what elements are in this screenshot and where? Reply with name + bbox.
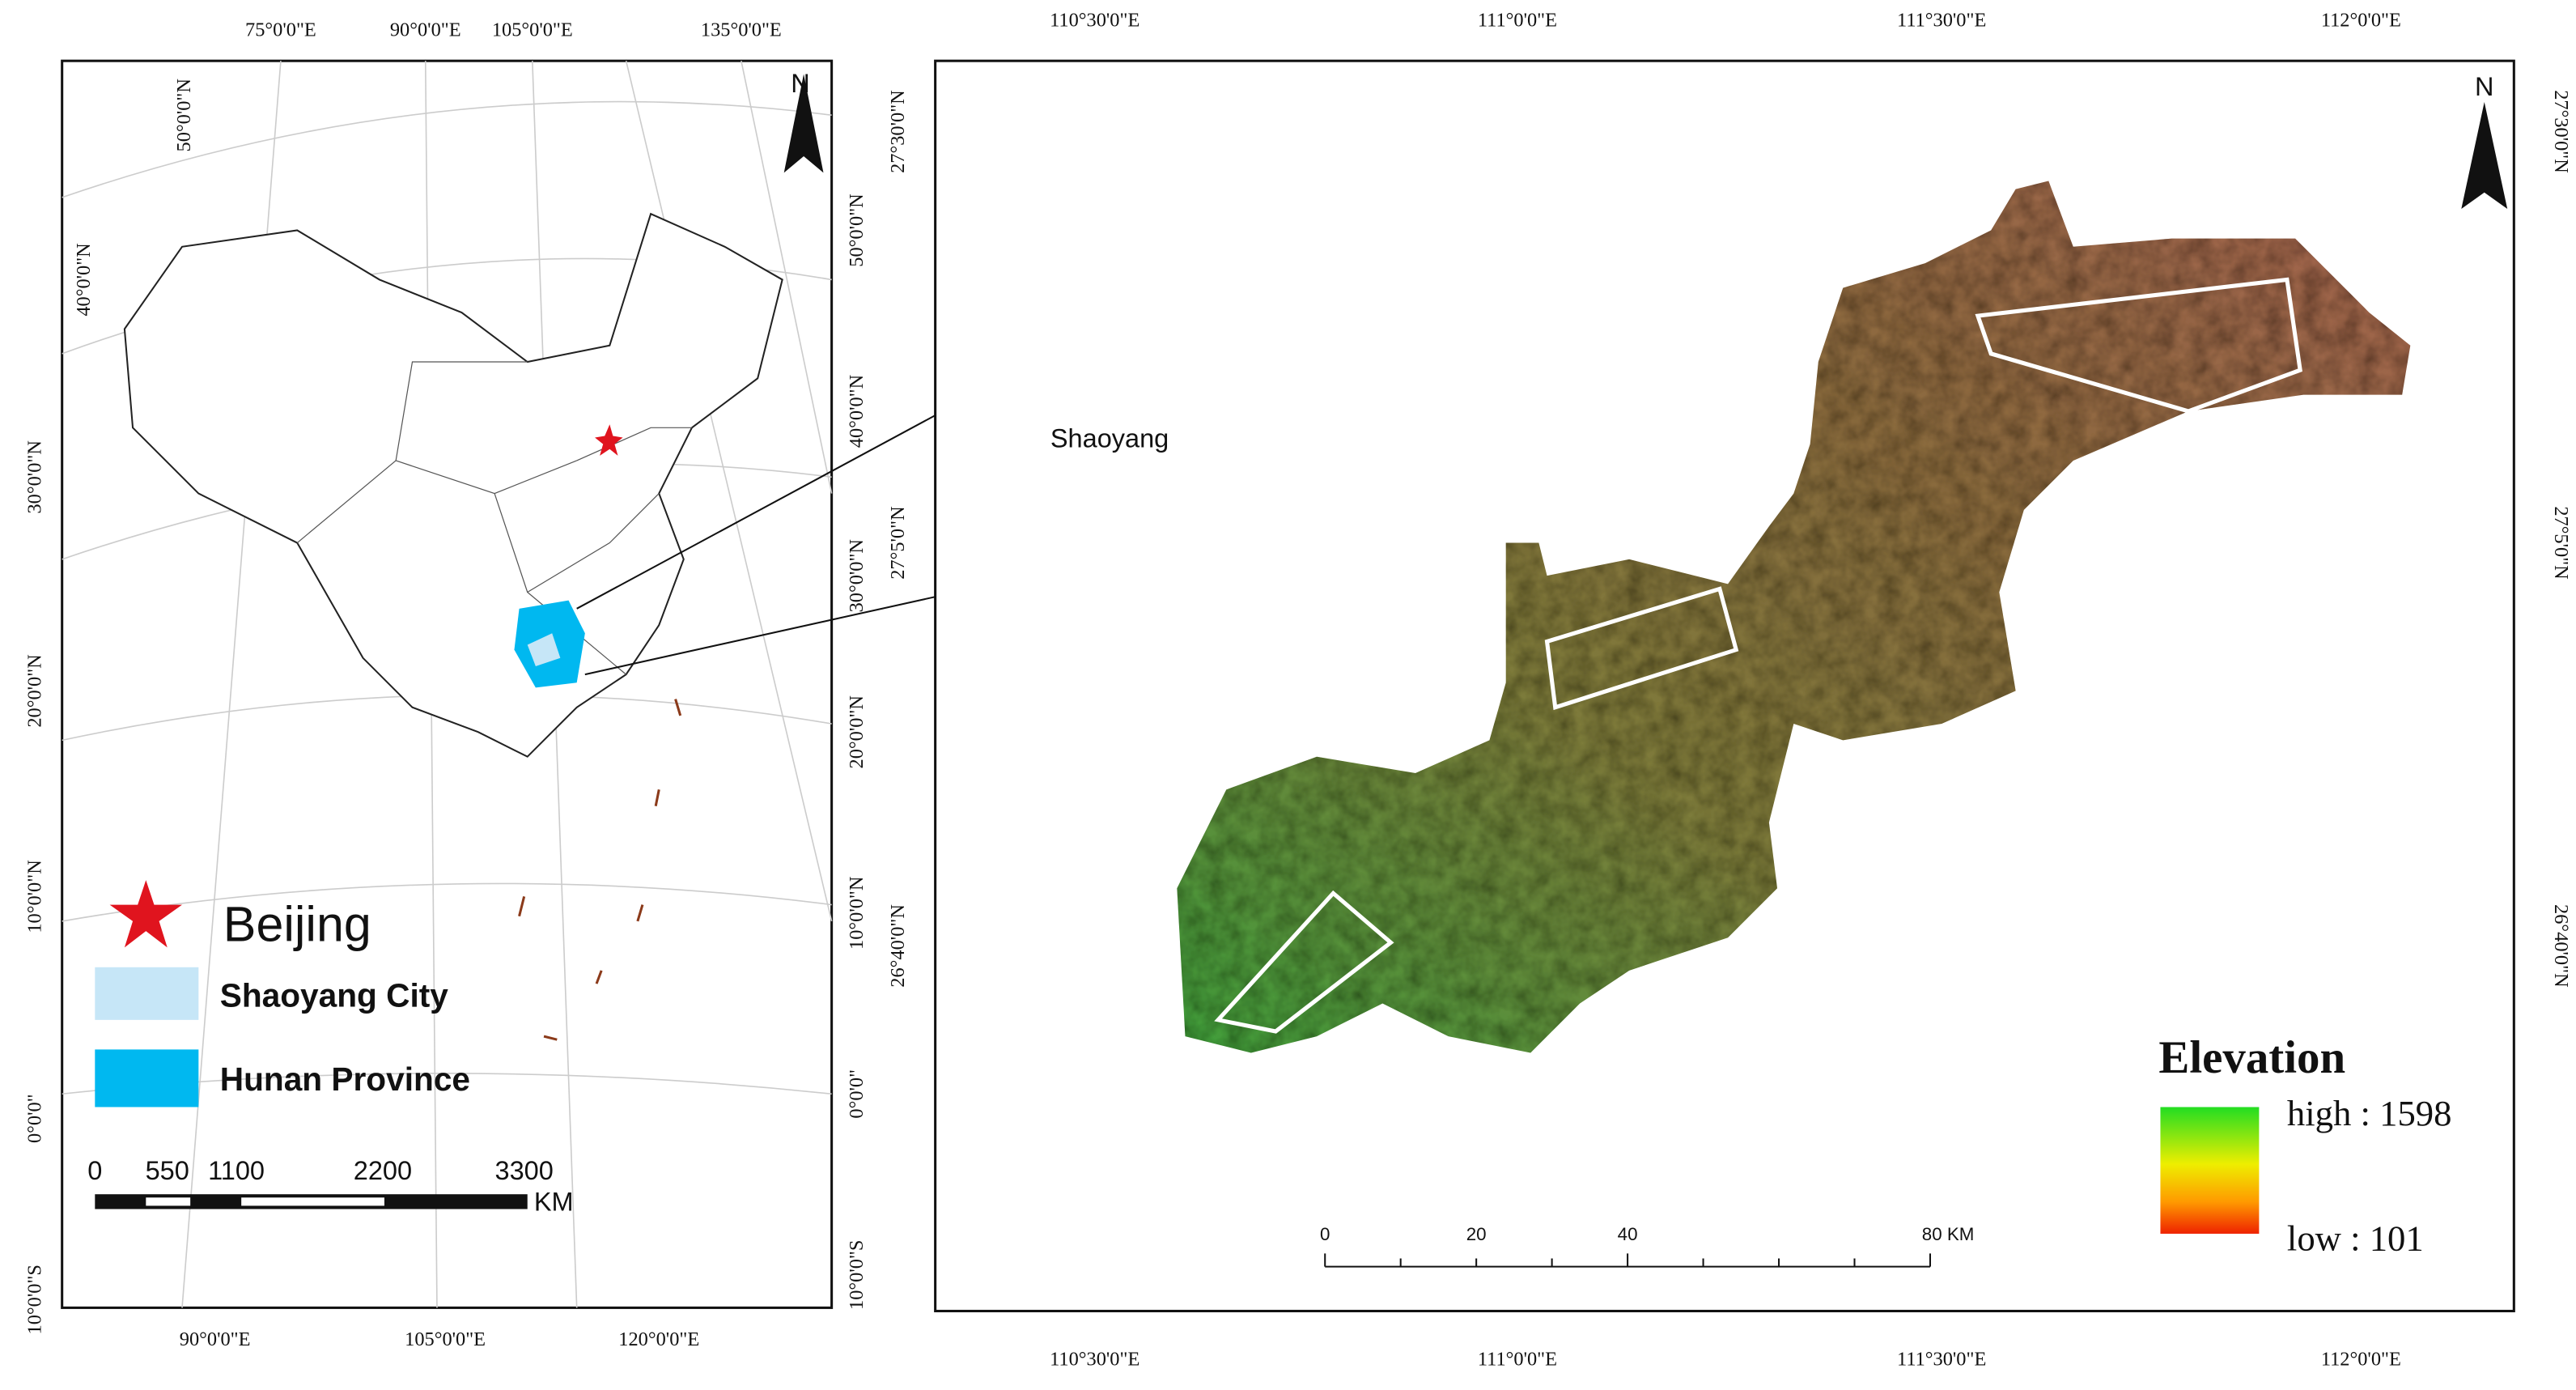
legend-swatch [95, 967, 199, 1020]
latitude-label: 26°40'0"N [2550, 904, 2572, 988]
longitude-label: 105°0'0"E [492, 19, 573, 41]
latitude-label: 27°5'0"N [2550, 506, 2572, 580]
scale-label: 550 [146, 1156, 189, 1185]
legend-label: Hunan Province [220, 1061, 470, 1098]
latitude-label: 30°0'0"N [23, 440, 45, 514]
latitude-label: 0°0'0" [846, 1069, 868, 1119]
scale-label: 3300 [495, 1156, 554, 1185]
islands [518, 699, 682, 1041]
latitude-label: 10°0'0"S [23, 1265, 45, 1334]
longitude-label: 90°0'0"E [390, 19, 461, 41]
longitude-label: 110°30'0"E [1050, 10, 1139, 32]
beijing-star [595, 424, 623, 456]
longitude-label: 111°30'0"E [1897, 1349, 1986, 1371]
longitude-label: 111°0'0"E [1478, 1349, 1557, 1371]
latitude-label: 30°0'0"N [846, 539, 868, 613]
scale-bar [1324, 1253, 1931, 1268]
north-arrow [2461, 101, 2508, 210]
longitude-label: 90°0'0"E [180, 1328, 251, 1350]
elevation-ramp [2160, 1107, 2260, 1234]
latitude-label: 40°0'0"N [846, 374, 868, 448]
longitude-label: 105°0'0"E [405, 1328, 486, 1350]
scale-label: 1100 [208, 1156, 265, 1185]
longitude-label: 111°0'0"E [1478, 10, 1557, 32]
latitude-label: 10°0'0"S [846, 1240, 868, 1310]
latitude-label: 20°0'0"N [846, 695, 868, 769]
legend-star [109, 880, 183, 948]
latitude-label: 27°5'0"N [887, 506, 909, 580]
province-borders [296, 361, 692, 675]
legend-swatch [95, 1049, 199, 1107]
scale-label: 0 [1320, 1224, 1330, 1244]
latitude-label: 10°0'0"N [846, 876, 868, 950]
inset-label: Shaoyang [1050, 424, 1169, 453]
legend-high: high : 1598 [2287, 1093, 2452, 1133]
scale-label: 80 KM [1922, 1224, 1975, 1244]
longitude-label: 112°0'0"E [2321, 10, 2401, 32]
north-label: N [791, 69, 809, 98]
longitude-label: 112°0'0"E [2321, 1349, 2401, 1371]
latitude-label: 27°30'0"N [2550, 90, 2572, 173]
latitude-label: 20°0'0"N [23, 654, 45, 728]
scale-label: 0 [87, 1156, 102, 1185]
scale-unit: KM [534, 1188, 574, 1217]
latitude-label: 10°0'0"N [23, 860, 45, 933]
longitude-label: 111°30'0"E [1897, 10, 1986, 32]
longitude-label: 110°30'0"E [1050, 1349, 1139, 1371]
legend-label: Shaoyang City [220, 977, 449, 1014]
legend-label: Beijing [223, 896, 371, 951]
study-areas [1214, 277, 2302, 1034]
latitude-label: 50°0'0"N [846, 193, 868, 267]
north-arrow [783, 74, 824, 173]
scale-label: 20 [1466, 1224, 1487, 1244]
north-label: N [2475, 72, 2493, 101]
scale-label: 40 [1618, 1224, 1638, 1244]
latitude-label: 40°0'0"N [73, 243, 95, 317]
latitude-label: 26°40'0"N [887, 904, 909, 988]
shaoyang-small [527, 633, 561, 666]
longitude-label: 135°0'0"E [701, 19, 782, 41]
longitude-label: 120°0'0"E [618, 1328, 699, 1350]
latitude-label: 27°30'0"N [887, 90, 909, 173]
legend-low: low : 101 [2287, 1218, 2424, 1258]
latitude-label: 50°0'0"N [173, 79, 195, 152]
scale-label: 2200 [354, 1156, 412, 1185]
latitude-label: 0°0'0" [23, 1094, 45, 1143]
elevation-terrain [1177, 181, 2411, 1053]
legend-title: Elevation [2158, 1032, 2345, 1083]
scale-bar [95, 1194, 528, 1209]
longitude-label: 75°0'0"E [245, 19, 316, 41]
